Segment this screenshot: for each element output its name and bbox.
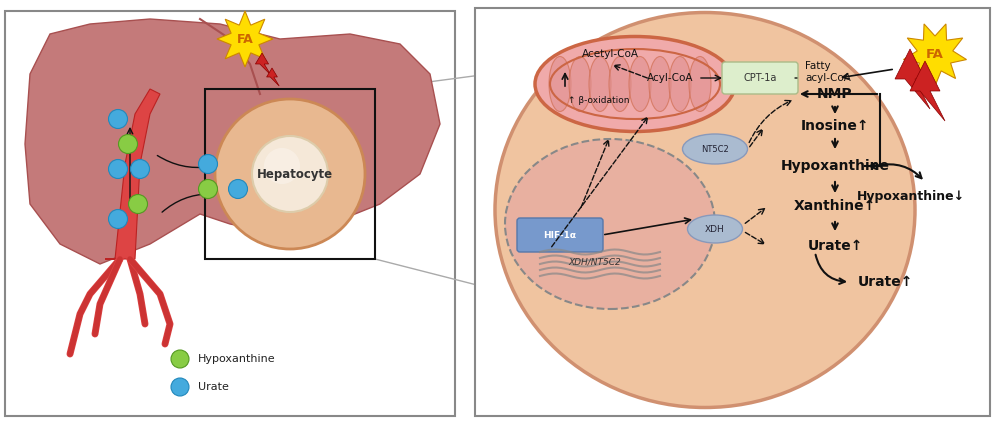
Text: Fatty
acyl-CoA: Fatty acyl-CoA: [805, 61, 851, 83]
Text: FA: FA: [237, 33, 253, 45]
Ellipse shape: [569, 56, 591, 112]
Circle shape: [252, 136, 328, 212]
Text: XDH/NT5C2: XDH/NT5C2: [569, 257, 621, 267]
Text: Inosine↑: Inosine↑: [801, 119, 869, 133]
Text: Hypoxanthine: Hypoxanthine: [198, 354, 276, 364]
Ellipse shape: [589, 56, 611, 112]
Polygon shape: [910, 61, 945, 121]
Polygon shape: [255, 53, 271, 75]
Text: Acyl-CoA: Acyl-CoA: [647, 73, 693, 83]
Circle shape: [119, 134, 138, 153]
Text: Acetyl-CoA: Acetyl-CoA: [582, 49, 639, 59]
Polygon shape: [903, 24, 967, 86]
Circle shape: [171, 350, 189, 368]
Ellipse shape: [535, 36, 735, 131]
Ellipse shape: [505, 139, 715, 309]
Text: Urate: Urate: [198, 382, 229, 392]
Text: Xanthine↑: Xanthine↑: [794, 199, 876, 213]
Text: NMP: NMP: [817, 87, 853, 101]
Circle shape: [215, 99, 365, 249]
Circle shape: [109, 109, 128, 128]
Text: HIF-1α: HIF-1α: [543, 231, 577, 240]
Text: XDH: XDH: [705, 224, 725, 234]
Ellipse shape: [649, 56, 671, 112]
Polygon shape: [25, 19, 440, 264]
Text: CPT-1a: CPT-1a: [743, 73, 777, 83]
Circle shape: [129, 195, 148, 214]
Ellipse shape: [669, 56, 691, 112]
Circle shape: [229, 179, 248, 198]
FancyBboxPatch shape: [722, 62, 798, 94]
Text: Hepatocyte: Hepatocyte: [257, 167, 333, 181]
Circle shape: [199, 179, 218, 198]
Circle shape: [199, 154, 218, 173]
Circle shape: [109, 209, 128, 229]
Circle shape: [109, 159, 128, 179]
Text: Hypoxanthine: Hypoxanthine: [780, 159, 890, 173]
Text: Urate↑: Urate↑: [857, 275, 913, 289]
Ellipse shape: [689, 56, 711, 112]
FancyBboxPatch shape: [517, 218, 603, 252]
FancyBboxPatch shape: [475, 8, 990, 416]
Text: NT5C2: NT5C2: [701, 145, 729, 153]
Text: FA: FA: [926, 47, 944, 61]
Text: ↑ β-oxidation: ↑ β-oxidation: [568, 96, 630, 105]
Circle shape: [264, 148, 300, 184]
Polygon shape: [267, 68, 279, 86]
Ellipse shape: [682, 134, 748, 164]
Ellipse shape: [688, 215, 742, 243]
Text: Hypoxanthine↓: Hypoxanthine↓: [857, 190, 965, 203]
Circle shape: [171, 378, 189, 396]
Ellipse shape: [629, 56, 651, 112]
Ellipse shape: [609, 56, 631, 112]
Ellipse shape: [495, 12, 915, 407]
Polygon shape: [105, 89, 160, 259]
FancyBboxPatch shape: [5, 11, 455, 416]
Ellipse shape: [549, 56, 571, 112]
Text: Urate↑: Urate↑: [807, 239, 863, 253]
Circle shape: [131, 159, 150, 179]
Polygon shape: [217, 11, 273, 67]
Polygon shape: [895, 49, 930, 109]
